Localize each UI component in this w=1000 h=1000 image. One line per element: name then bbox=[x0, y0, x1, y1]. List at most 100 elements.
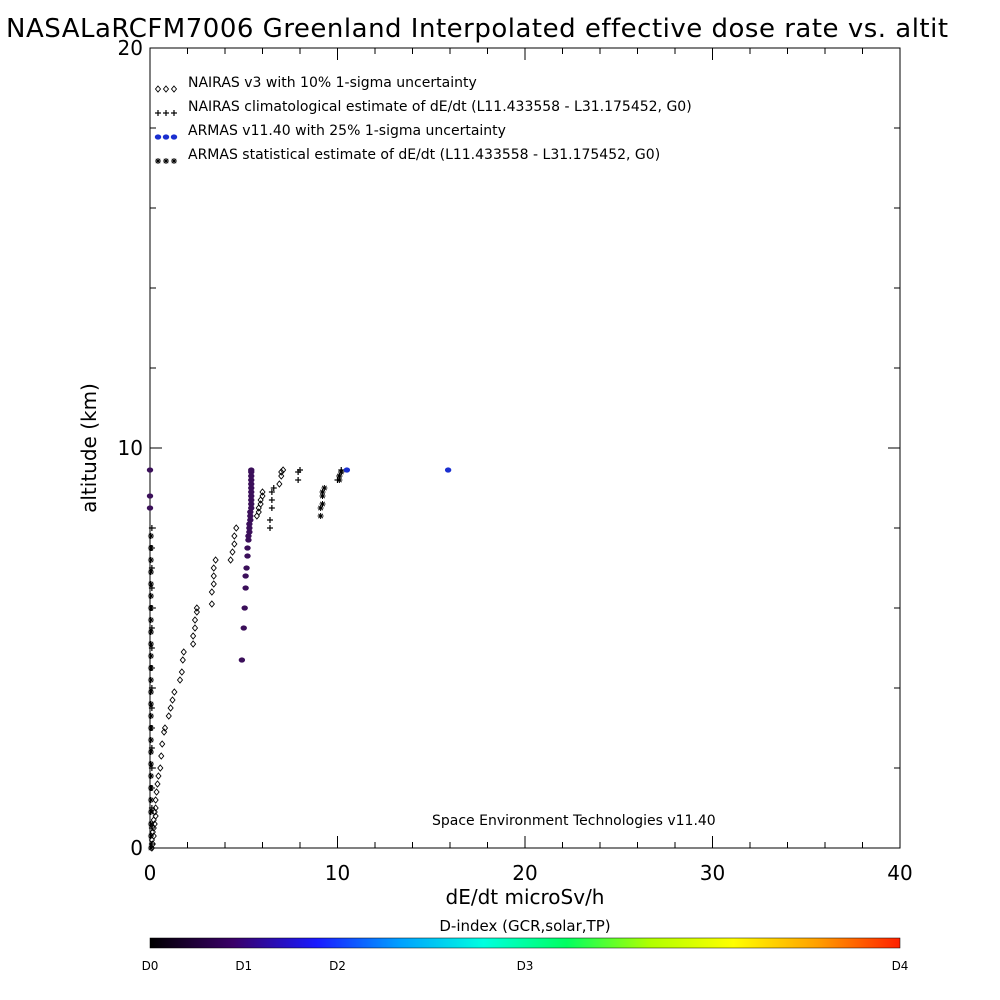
series-0-point bbox=[208, 600, 215, 608]
y-tick-label: 10 bbox=[118, 436, 143, 460]
armas-track-point bbox=[246, 525, 253, 531]
x-tick-label: 20 bbox=[512, 861, 537, 885]
armas-track-point bbox=[247, 513, 254, 519]
series-0-point bbox=[179, 656, 186, 664]
x-tick-label: 0 bbox=[144, 861, 157, 885]
y-axis-label: altitude (km) bbox=[77, 383, 101, 513]
series-0-point bbox=[149, 840, 156, 848]
series-0-point bbox=[151, 808, 158, 816]
series-3-point bbox=[147, 605, 154, 611]
series-1-point bbox=[148, 805, 155, 811]
armas-track-point bbox=[244, 545, 251, 551]
series-0-point bbox=[253, 512, 260, 520]
series-3-point bbox=[147, 677, 154, 683]
series-3-point bbox=[147, 569, 154, 575]
axis-ticks bbox=[149, 47, 901, 849]
series-1-point bbox=[268, 505, 275, 511]
series-0-point bbox=[255, 504, 262, 512]
series-0-point bbox=[171, 688, 178, 696]
legend-label: ARMAS v11.40 with 25% 1-sigma uncertaint… bbox=[188, 123, 506, 139]
legend-marker bbox=[163, 158, 169, 164]
armas-track-point bbox=[244, 553, 251, 559]
series-1-point bbox=[267, 517, 273, 523]
series-3-point bbox=[147, 557, 154, 563]
armas-track-point bbox=[248, 497, 255, 503]
chart-title: NASALaRCFM7006 Greenland Interpolated ef… bbox=[6, 14, 949, 44]
series-3-point bbox=[147, 617, 154, 623]
axis-tick-labels: 0 10 20 30 40 0 10 20 bbox=[118, 36, 913, 885]
y-tick-label: 0 bbox=[130, 836, 143, 860]
armas-track-point bbox=[146, 505, 154, 511]
armas-track-point bbox=[238, 657, 246, 663]
series-0-point bbox=[255, 508, 262, 516]
legend-marker bbox=[162, 85, 170, 93]
series-0-point bbox=[152, 804, 159, 812]
series-1-point bbox=[148, 585, 155, 591]
legend-marker bbox=[170, 85, 178, 93]
plot-frame bbox=[149, 47, 901, 849]
x-tick-label: 30 bbox=[700, 861, 725, 885]
series-0-point bbox=[159, 740, 166, 748]
series-1-point bbox=[148, 525, 155, 531]
armas-track-point bbox=[248, 477, 255, 483]
series-0-point bbox=[155, 772, 162, 780]
series-3-point bbox=[147, 809, 154, 815]
series-3-point bbox=[147, 785, 154, 791]
series-0-point bbox=[152, 796, 159, 804]
series-1-point bbox=[148, 841, 155, 847]
series-0-point bbox=[152, 812, 159, 820]
series-3-point bbox=[319, 501, 326, 507]
series-0-point bbox=[231, 540, 238, 548]
series-0-point bbox=[193, 608, 200, 616]
series-0-point bbox=[193, 604, 200, 612]
armas-track-point bbox=[248, 485, 255, 491]
series-1-point bbox=[148, 705, 155, 711]
legend-marker bbox=[171, 110, 177, 116]
series-0-point bbox=[157, 764, 164, 772]
series-0-point bbox=[190, 632, 197, 640]
series-1-point bbox=[148, 825, 155, 831]
series-0-point bbox=[210, 564, 217, 572]
series-3-point bbox=[147, 581, 154, 587]
series-3-point bbox=[147, 689, 154, 695]
series-0-point bbox=[259, 492, 266, 500]
data-points bbox=[146, 466, 452, 852]
series-1-point bbox=[148, 565, 155, 571]
series-3-point bbox=[147, 545, 154, 551]
series-1-point bbox=[295, 477, 302, 483]
legend: NAIRAS v3 with 10% 1-sigma uncertainty NA… bbox=[154, 75, 692, 164]
series-0-point bbox=[176, 676, 184, 684]
series-0-point bbox=[190, 640, 197, 648]
series-3-point bbox=[317, 513, 324, 519]
series-1-point bbox=[268, 489, 275, 495]
armas-track-point bbox=[248, 489, 255, 495]
series-0-point bbox=[169, 696, 176, 704]
legend-label: NAIRAS v3 with 10% 1-sigma uncertainty bbox=[188, 75, 477, 91]
series-0-point bbox=[257, 496, 264, 504]
armas-track-point bbox=[248, 501, 255, 507]
legend-marker bbox=[163, 110, 169, 116]
series-0-point bbox=[257, 500, 264, 508]
series-2-point bbox=[343, 467, 351, 473]
series-0-point bbox=[229, 548, 236, 556]
x-tick-label: 40 bbox=[887, 861, 912, 885]
colorbar-labels: D0 D1 D2 D3 D4 bbox=[142, 959, 909, 973]
series-0-point bbox=[180, 648, 187, 656]
series-0-point bbox=[158, 752, 165, 760]
series-3-point bbox=[147, 725, 154, 731]
series-0-point bbox=[208, 588, 215, 596]
armas-track-point bbox=[246, 521, 253, 527]
series-1-point bbox=[267, 525, 273, 531]
series-0-point bbox=[276, 480, 283, 488]
series-3-point bbox=[147, 833, 154, 839]
series-1-point bbox=[268, 497, 275, 503]
series-0-point bbox=[227, 556, 234, 564]
series-1-point bbox=[270, 485, 277, 491]
armas-track-point bbox=[245, 537, 252, 543]
armas-track-point bbox=[243, 565, 250, 571]
series-3-point bbox=[338, 469, 345, 475]
series-0-point bbox=[149, 828, 156, 836]
armas-track-point bbox=[248, 493, 255, 499]
armas-track-point bbox=[247, 517, 254, 523]
armas-track-point bbox=[247, 509, 254, 515]
